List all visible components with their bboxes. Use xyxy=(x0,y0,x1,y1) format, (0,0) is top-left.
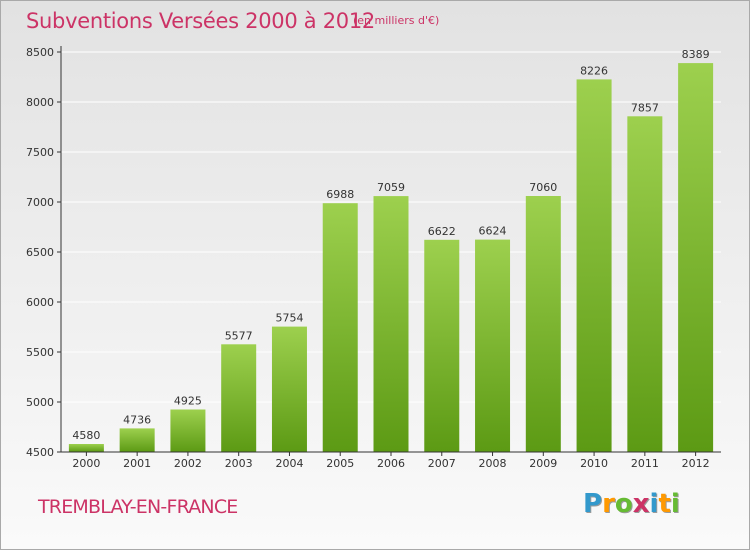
bar-value-label: 8389 xyxy=(682,48,710,61)
y-tick-label: 5500 xyxy=(26,346,54,359)
x-tick-label: 2006 xyxy=(377,457,405,470)
bar xyxy=(68,444,104,452)
x-tick-label: 2003 xyxy=(225,457,253,470)
y-tick-label: 5000 xyxy=(26,396,54,409)
x-tick-label: 2007 xyxy=(428,457,456,470)
bar xyxy=(322,203,358,452)
unit-note: (en milliers d'€) xyxy=(353,14,440,27)
bar xyxy=(119,428,155,452)
x-tick-label: 2010 xyxy=(580,457,608,470)
bar-value-label: 7857 xyxy=(631,101,659,114)
bar-value-label: 7059 xyxy=(377,181,405,194)
x-tick-label: 2005 xyxy=(326,457,354,470)
commune-name: TREMBLAY-EN-FRANCE xyxy=(38,496,238,518)
bar-value-label: 6622 xyxy=(428,225,456,238)
chart-title: Subventions Versées 2000 à 2012 xyxy=(26,9,375,33)
logo-letter: i xyxy=(670,489,680,519)
y-tick-label: 6000 xyxy=(26,296,54,309)
bar-value-label: 7060 xyxy=(529,181,557,194)
x-tick-label: 2001 xyxy=(123,457,151,470)
bar xyxy=(373,196,409,452)
x-tick-label: 2000 xyxy=(72,457,100,470)
bar-value-label: 4736 xyxy=(123,413,151,426)
y-tick-label: 7500 xyxy=(26,146,54,159)
bar xyxy=(576,79,612,453)
bar xyxy=(424,239,460,452)
bar-value-label: 8226 xyxy=(580,64,608,77)
logo-letter: r xyxy=(602,489,615,519)
logo-letter: i xyxy=(649,489,659,519)
x-tick-label: 2008 xyxy=(479,457,507,470)
logo-letter: o xyxy=(614,489,633,519)
bar xyxy=(170,409,206,452)
bar xyxy=(271,326,307,452)
y-tick-label: 6500 xyxy=(26,246,54,259)
y-tick-label: 8500 xyxy=(26,46,54,59)
proxiti-logo[interactable]: Proxiti xyxy=(583,489,680,519)
bar-value-label: 6624 xyxy=(479,225,507,238)
y-tick-label: 4500 xyxy=(26,446,54,459)
bar xyxy=(525,196,561,452)
logo-letter: x xyxy=(632,489,650,519)
x-tick-label: 2002 xyxy=(174,457,202,470)
bar xyxy=(627,116,663,453)
bar xyxy=(678,63,714,452)
y-tick-label: 8000 xyxy=(26,96,54,109)
bar-value-label: 4925 xyxy=(174,395,202,408)
x-tick-label: 2011 xyxy=(631,457,659,470)
bar-value-label: 5754 xyxy=(275,312,303,325)
bar-value-label: 5577 xyxy=(225,329,253,342)
x-tick-label: 2012 xyxy=(682,457,710,470)
x-tick-label: 2009 xyxy=(529,457,557,470)
bar-value-label: 4580 xyxy=(72,429,100,442)
y-tick-label: 7000 xyxy=(26,196,54,209)
logo-letter: P xyxy=(583,489,603,519)
logo-letter: t xyxy=(658,489,671,519)
bar-value-label: 6988 xyxy=(326,188,354,201)
bar xyxy=(221,344,257,452)
x-tick-label: 2004 xyxy=(275,457,303,470)
bar xyxy=(475,239,511,452)
